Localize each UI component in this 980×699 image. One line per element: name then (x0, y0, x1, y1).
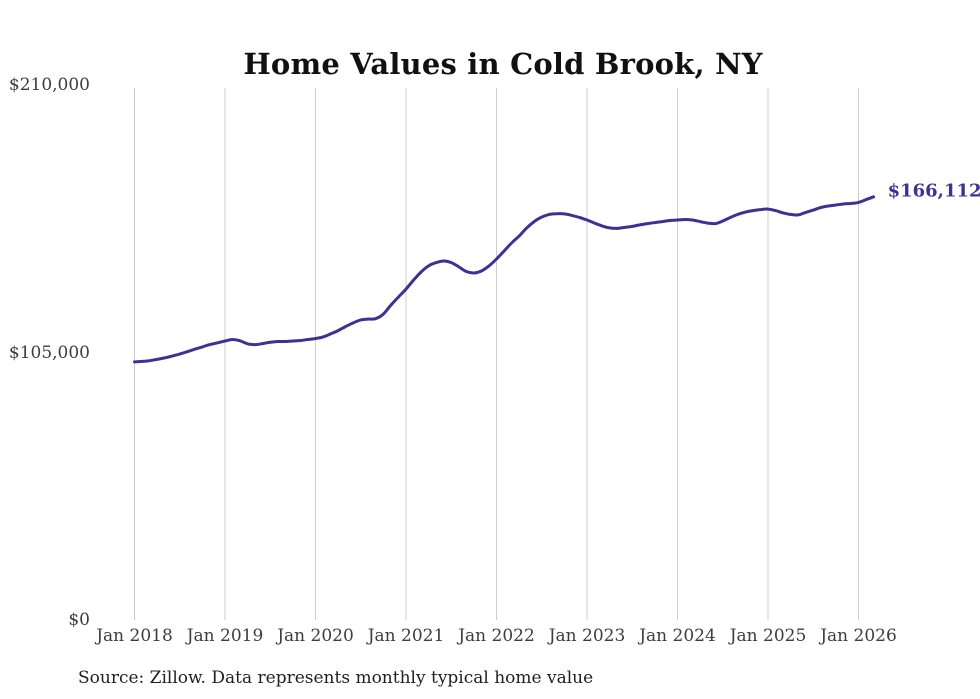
home-value-line (133, 195, 876, 364)
x-axis-tick-label: Jan 2022 (458, 626, 535, 646)
y-axis-tick-label: $0 (68, 610, 90, 630)
x-axis-tick-label: Jan 2025 (729, 626, 807, 646)
y-axis-tick-label: $210,000 (8, 75, 90, 95)
x-axis-tick-label: Jan 2019 (186, 626, 264, 646)
y-axis-tick-label: $105,000 (8, 342, 90, 363)
x-axis-tick-label: Jan 2026 (820, 626, 897, 646)
x-axis-tick-label: Jan 2018 (96, 626, 173, 646)
series-end-value-label: $166,112 (887, 180, 980, 202)
chart-title: Home Values in Cold Brook, NY (243, 47, 763, 82)
x-axis-tick-label: Jan 2023 (548, 626, 626, 646)
x-axis-tick-label: Jan 2024 (639, 626, 716, 646)
x-axis-tick-label: Jan 2021 (367, 626, 445, 646)
x-axis-tick-label: Jan 2020 (277, 626, 354, 646)
source-note: Source: Zillow. Data represents monthly … (78, 668, 594, 688)
